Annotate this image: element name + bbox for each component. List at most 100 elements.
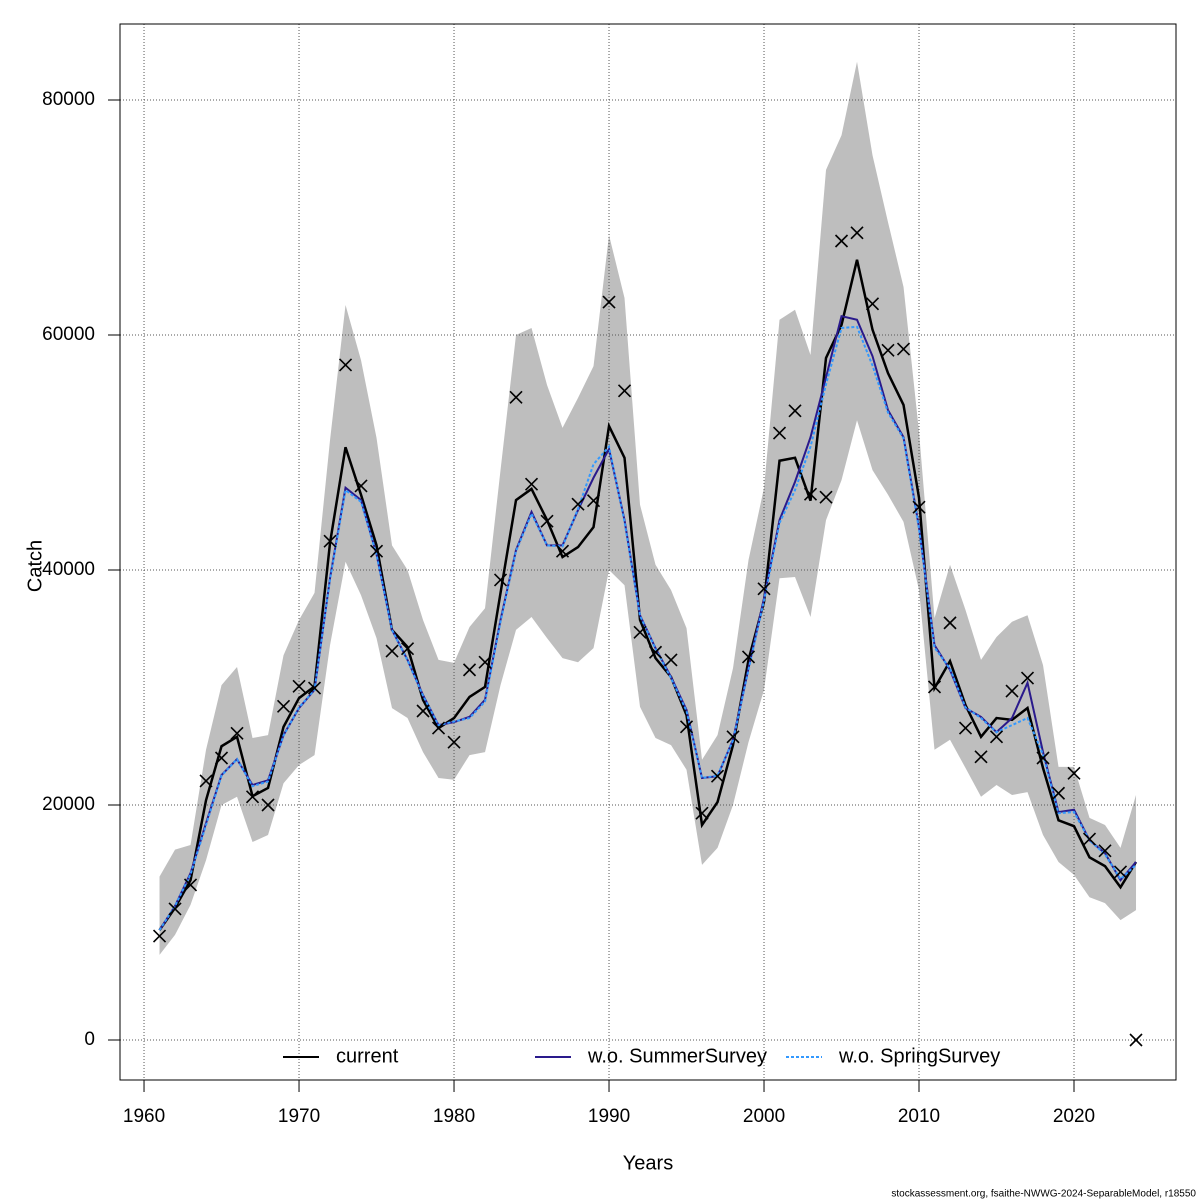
observation: [245, 790, 260, 804]
marker-stroke: [586, 494, 601, 508]
marker-stroke: [881, 343, 895, 357]
marker-stroke: [865, 297, 880, 311]
observation: [152, 929, 167, 943]
observation: [679, 720, 694, 734]
observation: [896, 342, 911, 356]
observation: [509, 390, 523, 404]
marker-stroke: [819, 490, 833, 504]
observation: [571, 497, 585, 511]
plot-frame: [119, 23, 1177, 1081]
observation: [586, 494, 601, 508]
observation: [819, 490, 833, 504]
observation: [447, 735, 461, 749]
marker-stroke: [757, 582, 771, 596]
observation: [726, 730, 740, 744]
observation: [617, 384, 632, 398]
observation: [602, 295, 616, 309]
marker-stroke: [199, 774, 213, 788]
marker-stroke: [741, 650, 756, 664]
observation: [524, 477, 539, 491]
marker-stroke: [912, 500, 926, 514]
x-tick-label: 1970: [278, 1106, 320, 1127]
marker-stroke: [726, 730, 740, 744]
legend-label: w.o. SummerSurvey: [587, 1045, 767, 1067]
marker-stroke: [478, 655, 492, 669]
y-axis-label: Catch: [24, 540, 46, 592]
marker-stroke: [989, 730, 1004, 744]
observation: [1020, 671, 1035, 685]
observation: [757, 582, 771, 596]
x-tick-label: 1960: [123, 1106, 165, 1127]
marker-stroke: [927, 680, 942, 694]
marker-stroke: [571, 497, 585, 511]
marker-stroke: [540, 514, 554, 528]
marker-stroke: [679, 720, 694, 734]
footer: stockassessment.org, fsaithe-NWWG-2024-S…: [891, 1189, 1196, 1200]
marker-stroke: [602, 295, 616, 309]
marker-stroke: [431, 721, 446, 735]
marker-stroke: [168, 902, 182, 916]
observation: [183, 878, 198, 892]
legend-label: w.o. SpringSurvey: [838, 1045, 1000, 1067]
marker-stroke: [385, 644, 399, 658]
x-tick-label: 1990: [588, 1106, 630, 1127]
x-tick-label: 2010: [898, 1106, 940, 1127]
marker-stroke: [400, 642, 415, 656]
observation: [927, 680, 942, 694]
observation: [214, 751, 229, 765]
x-tick-label: 2020: [1053, 1106, 1095, 1127]
observation: [1129, 1033, 1143, 1047]
marker-stroke: [509, 390, 523, 404]
marker-stroke: [338, 358, 353, 372]
observation: [633, 625, 647, 639]
marker-stroke: [1129, 1033, 1143, 1047]
marker-stroke: [695, 806, 709, 820]
observation: [664, 653, 678, 667]
y-tick-label: 60000: [42, 324, 95, 345]
marker-stroke: [648, 645, 663, 659]
y-tick-label: 20000: [42, 794, 95, 815]
marker-stroke: [633, 625, 647, 639]
observation: [1005, 684, 1019, 698]
observation: [354, 479, 368, 493]
observation: [292, 679, 306, 693]
series-line: [158, 259, 1138, 931]
observation: [695, 806, 709, 820]
observation: [881, 343, 895, 357]
marker-stroke: [369, 544, 384, 558]
observation: [462, 663, 477, 677]
observation: [323, 534, 337, 548]
marker-stroke: [1082, 832, 1097, 846]
marker-stroke: [1020, 671, 1035, 685]
x-axis-label: Years: [623, 1152, 673, 1174]
observation: [385, 644, 399, 658]
observation: [338, 358, 353, 372]
x-tick-label: 2000: [743, 1106, 785, 1127]
observation: [276, 699, 291, 713]
marker-stroke: [524, 477, 539, 491]
marker-stroke: [462, 663, 477, 677]
marker-stroke: [664, 653, 678, 667]
observation: [648, 645, 663, 659]
marker-stroke: [230, 726, 244, 740]
observation: [230, 726, 244, 740]
legend-label: current: [336, 1045, 399, 1067]
observation: [478, 655, 492, 669]
observation: [1113, 865, 1128, 879]
marker-stroke: [183, 878, 198, 892]
marker-stroke: [943, 616, 957, 630]
marker-stroke: [958, 721, 973, 735]
marker-stroke: [974, 750, 988, 764]
observation: [834, 234, 849, 248]
observation: [369, 544, 384, 558]
observation: [1067, 766, 1081, 780]
marker-stroke: [1067, 766, 1081, 780]
marker-stroke: [1036, 751, 1050, 765]
marker-stroke: [323, 534, 337, 548]
observation: [788, 404, 802, 418]
confidence-band: [159, 61, 1137, 955]
marker-stroke: [555, 544, 570, 558]
marker-stroke: [307, 681, 322, 695]
observation: [261, 798, 275, 812]
